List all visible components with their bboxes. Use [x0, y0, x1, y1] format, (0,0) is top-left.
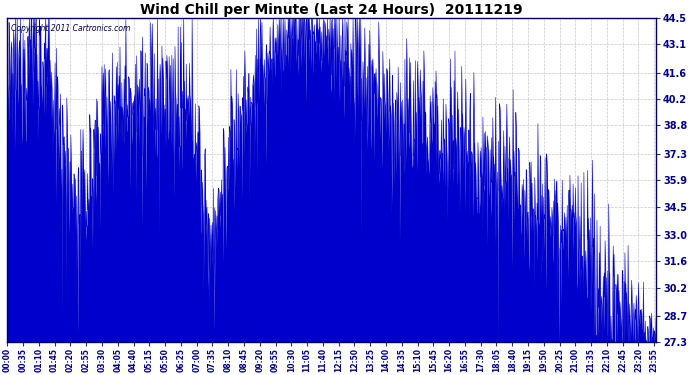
- Text: Copyright 2011 Cartronics.com: Copyright 2011 Cartronics.com: [10, 24, 130, 33]
- Title: Wind Chill per Minute (Last 24 Hours)  20111219: Wind Chill per Minute (Last 24 Hours) 20…: [140, 3, 523, 17]
